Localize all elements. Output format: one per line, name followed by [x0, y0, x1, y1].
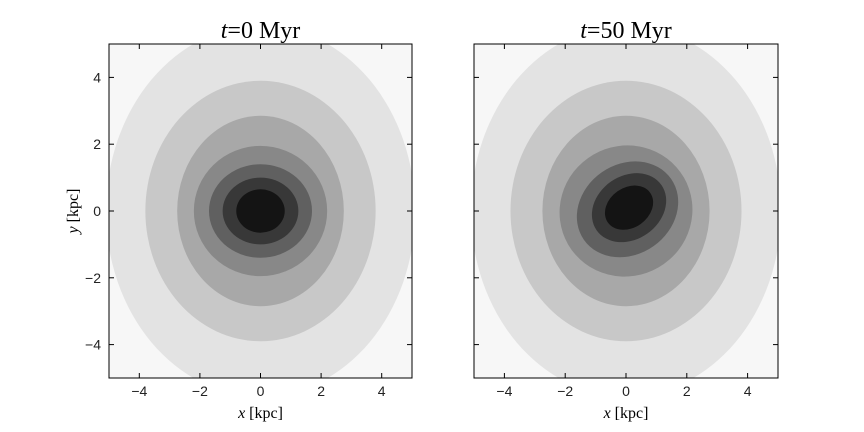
x-axis-label-right: x [kpc] [603, 405, 649, 422]
x-tick-label-left-4: 4 [378, 383, 386, 399]
x-tick-label-right-1: −2 [557, 383, 573, 399]
title-var-right: t [580, 18, 588, 44]
ylabel-unit: [kpc] [65, 189, 82, 223]
x-axis-label-left: x [kpc] [237, 405, 283, 422]
plot-frame-left [108, 43, 413, 379]
title-op-right: = [587, 18, 601, 44]
y-tick-label-left-1: −2 [85, 270, 101, 286]
x-ticks-right: −4 −2 0 2 4 [496, 44, 752, 399]
xlabel-unit-left: [kpc] [249, 405, 283, 422]
y-ticks-right [474, 76, 778, 346]
y-axis-label: y [kpc] [65, 189, 82, 236]
y-ticks-left: −4 −2 0 2 4 [85, 69, 412, 353]
xlabel-var-right: x [603, 405, 611, 422]
plot-frame-right [473, 43, 779, 379]
x-tick-label-left-2: 0 [257, 383, 265, 399]
title-op-left: = [227, 18, 241, 44]
panel-right: −4 −2 0 2 4 t=50 Myr x [kpc] [473, 18, 779, 422]
x-tick-label-right-0: −4 [496, 383, 512, 399]
y-tick-label-left-4: 4 [93, 69, 101, 85]
panel-title-left: t=0 Myr [221, 18, 301, 44]
y-tick-label-left-3: 2 [93, 136, 101, 152]
xlabel-var-left: x [237, 405, 245, 422]
title-unit-right: Myr [630, 18, 671, 44]
x-tick-label-right-3: 2 [683, 383, 691, 399]
panel-title-right: t=50 Myr [580, 18, 672, 44]
y-tick-label-left-2: 0 [93, 203, 101, 219]
x-ticks-left: −4 −2 0 2 4 [131, 44, 386, 399]
contour-levels-right [474, 44, 778, 378]
ylabel-var: y [65, 225, 82, 235]
x-tick-label-left-1: −2 [192, 383, 208, 399]
x-tick-label-right-4: 4 [744, 383, 752, 399]
title-value-right: 50 [600, 18, 624, 44]
x-tick-label-right-2: 0 [622, 383, 630, 399]
xlabel-unit-right: [kpc] [615, 405, 649, 422]
y-tick-label-left-0: −4 [85, 337, 101, 353]
title-unit-left: Myr [259, 18, 300, 44]
title-value-left: 0 [241, 18, 253, 44]
contour-level-right-6 [604, 185, 654, 230]
x-tick-label-left-3: 2 [317, 383, 325, 399]
title-var-left: t [221, 18, 229, 44]
contour-levels-left [109, 44, 412, 378]
contour-level-left-6 [236, 189, 285, 233]
x-tick-label-left-0: −4 [131, 383, 147, 399]
